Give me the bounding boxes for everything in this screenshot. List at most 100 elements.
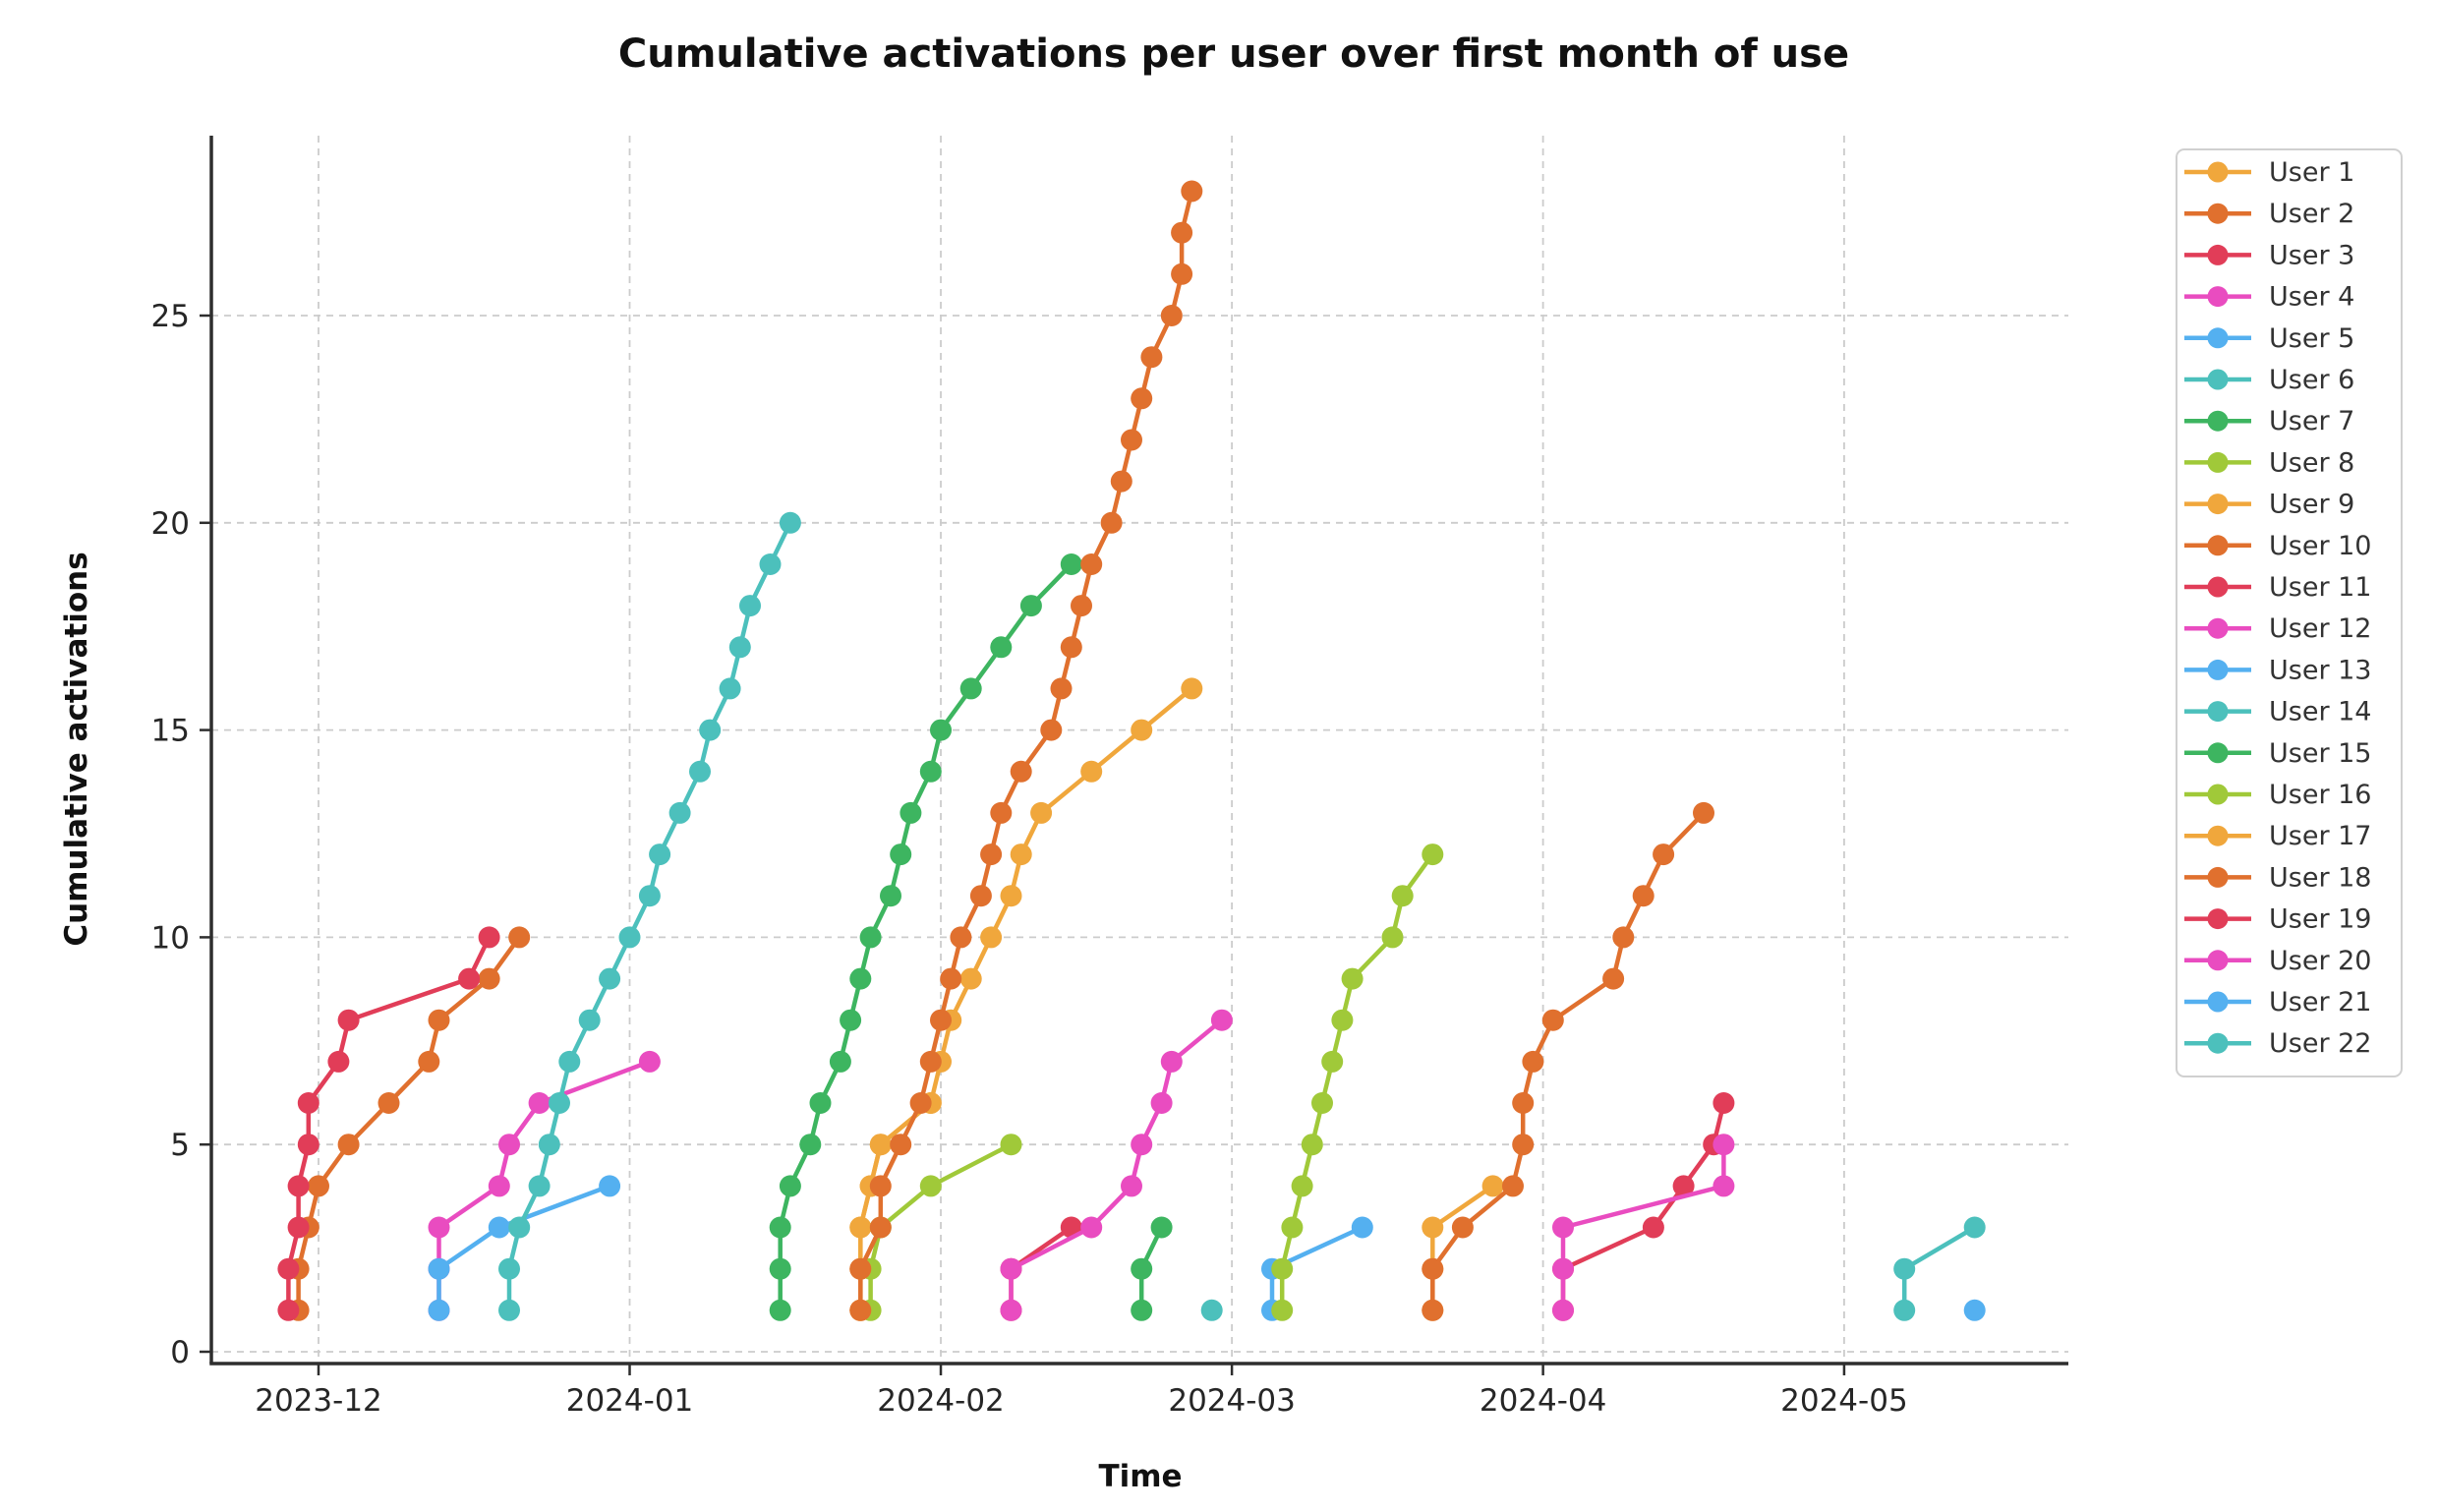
legend-marker-icon <box>2207 494 2229 515</box>
data-point <box>1451 1216 1474 1239</box>
data-point <box>869 1134 892 1156</box>
data-point <box>1552 1257 1574 1280</box>
data-point <box>578 1009 601 1031</box>
legend-label: User 15 <box>2269 738 2371 769</box>
series-user-16 <box>1271 843 1444 1321</box>
data-point <box>428 1299 450 1321</box>
legend-item-user-5: User 5 <box>2184 323 2354 354</box>
data-point <box>1080 553 1103 575</box>
data-point <box>849 1299 872 1321</box>
data-point <box>1422 843 1444 866</box>
data-point <box>428 1009 450 1031</box>
x-tick-label: 2024-03 <box>1168 1383 1296 1419</box>
data-point <box>498 1134 520 1156</box>
data-point <box>990 801 1013 824</box>
legend-item-user-12: User 12 <box>2184 613 2371 644</box>
series-user-5 <box>428 1175 621 1321</box>
legend-item-user-11: User 11 <box>2184 572 2371 603</box>
data-point <box>538 1134 560 1156</box>
data-point <box>1541 1009 1564 1031</box>
legend-marker-icon <box>2207 784 2229 805</box>
data-point <box>719 677 741 700</box>
data-point <box>1642 1216 1664 1239</box>
legend-item-user-19: User 19 <box>2184 904 2371 935</box>
y-tick-label: 5 <box>170 1128 190 1163</box>
data-point <box>919 1175 942 1197</box>
data-point <box>377 1092 400 1114</box>
legend-label: User 1 <box>2269 157 2354 188</box>
series-line <box>296 935 522 1313</box>
data-point <box>1301 1134 1323 1156</box>
series-user-14 <box>1200 1299 1223 1321</box>
data-point <box>1422 1216 1444 1239</box>
legend-marker-icon <box>2207 161 2229 183</box>
data-point <box>849 1216 872 1239</box>
data-point <box>779 511 801 534</box>
data-point <box>508 926 531 949</box>
data-point <box>478 926 500 949</box>
data-point <box>1131 387 1153 410</box>
data-point <box>799 1134 822 1156</box>
data-point <box>1311 1092 1333 1114</box>
data-point <box>1019 595 1042 617</box>
data-point <box>1010 760 1032 783</box>
data-point <box>1210 1009 1233 1031</box>
data-point <box>950 926 972 949</box>
data-point <box>1060 636 1082 659</box>
legend-label: User 7 <box>2269 406 2354 436</box>
data-point <box>618 926 641 949</box>
series-user-6 <box>498 511 801 1321</box>
legend-label: User 8 <box>2269 447 2354 478</box>
data-point <box>1060 553 1082 575</box>
data-point <box>649 843 671 866</box>
data-point <box>418 1050 440 1073</box>
legend-marker-icon <box>2207 742 2229 764</box>
legend-marker-icon <box>2207 701 2229 723</box>
data-point <box>1612 926 1635 949</box>
data-point <box>1181 677 1203 700</box>
chart-title: Cumulative activations per user over fir… <box>618 31 1849 77</box>
legend-marker-icon <box>2207 410 2229 432</box>
legend-item-user-20: User 20 <box>2184 946 2371 976</box>
data-point <box>1552 1299 1574 1321</box>
y-tick-label: 0 <box>170 1335 190 1370</box>
data-series <box>277 180 1986 1321</box>
data-point <box>890 1134 912 1156</box>
legend-label: User 16 <box>2269 780 2371 810</box>
data-point <box>1602 967 1625 990</box>
data-point <box>1893 1299 1916 1321</box>
data-point <box>508 1216 531 1239</box>
x-tick-label: 2024-04 <box>1480 1383 1607 1419</box>
data-point <box>1000 1257 1022 1280</box>
series-user-15 <box>1131 1216 1173 1321</box>
data-point <box>558 1050 581 1073</box>
data-point <box>829 1050 851 1073</box>
data-point <box>1071 595 1092 617</box>
series-line <box>858 189 1194 1313</box>
data-point <box>1000 885 1022 907</box>
x-axis-label: Time <box>1098 1459 1182 1494</box>
data-point <box>699 719 722 741</box>
data-point <box>869 1216 892 1239</box>
legend-label: User 4 <box>2269 282 2354 313</box>
data-point <box>1271 1299 1294 1321</box>
series-user-22 <box>1893 1216 1986 1321</box>
axes-spines <box>209 136 2068 1366</box>
legend-label: User 19 <box>2269 904 2371 935</box>
data-point <box>1963 1299 1986 1321</box>
series-line <box>1009 1018 1225 1313</box>
legend-marker-icon <box>2207 203 2229 224</box>
data-point <box>1512 1134 1535 1156</box>
data-point <box>1150 1216 1173 1239</box>
data-point <box>1010 843 1032 866</box>
data-point <box>1050 677 1073 700</box>
data-point <box>1150 1092 1173 1114</box>
legend-marker-icon <box>2207 369 2229 390</box>
data-point <box>458 967 481 990</box>
data-point <box>1693 801 1714 824</box>
data-point <box>528 1175 551 1197</box>
data-point <box>1502 1175 1524 1197</box>
data-point <box>1653 843 1675 866</box>
data-point <box>880 885 901 907</box>
data-point <box>1131 1299 1153 1321</box>
